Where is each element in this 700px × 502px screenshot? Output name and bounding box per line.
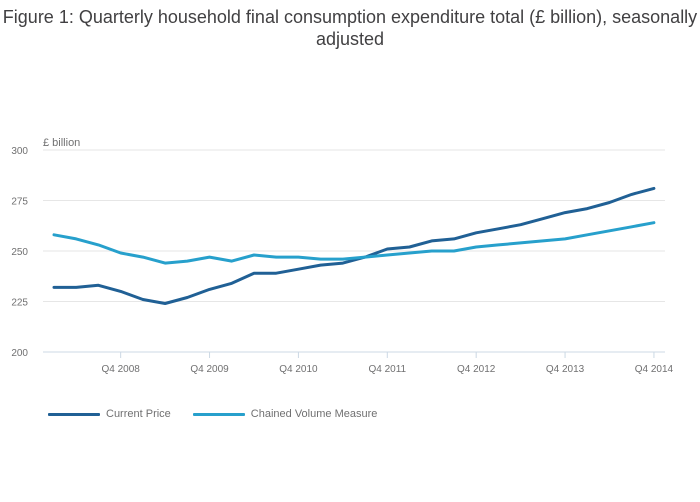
y-tick-label: 250 [11, 247, 28, 258]
series-line-current-price[interactable] [52, 186, 656, 305]
y-tick-label: 300 [11, 146, 28, 157]
x-tick-label: Q4 2012 [457, 364, 496, 375]
y-axis-unit-label: £ billion [43, 137, 80, 149]
y-tick-label: 200 [11, 348, 28, 359]
legend-label: Chained Volume Measure [250, 408, 378, 420]
legend-swatch [192, 412, 245, 416]
x-tick-label: Q4 2010 [279, 364, 318, 375]
legend: Current Price Chained Volume Measure [48, 408, 399, 420]
series-line-chained-volume-measure[interactable] [52, 221, 656, 265]
x-tick-label: Q4 2008 [101, 364, 140, 375]
y-axis: 200 225 250 275 300 [11, 146, 28, 359]
y-tick-label: 275 [11, 197, 28, 208]
legend-item-chained-volume-measure[interactable]: Chained Volume Measure [192, 408, 378, 420]
x-tick-label: Q4 2014 [635, 364, 674, 375]
x-tick-label: Q4 2011 [368, 364, 406, 375]
legend-swatch [48, 412, 100, 416]
x-axis: Q4 2008 Q4 2009 Q4 2010 Q4 2011 Q4 2012 Q4 20… [101, 352, 674, 375]
gridlines [43, 149, 665, 353]
y-tick-label: 225 [11, 298, 28, 309]
series-lines [52, 186, 656, 305]
legend-label: Current Price [106, 408, 171, 420]
chart-title: Figure 1: Quarterly household final cons… [2, 7, 698, 49]
x-tick-label: Q4 2009 [190, 364, 229, 375]
legend-item-current-price[interactable]: Current Price [48, 408, 171, 420]
x-tick-label: Q4 2013 [546, 364, 585, 375]
